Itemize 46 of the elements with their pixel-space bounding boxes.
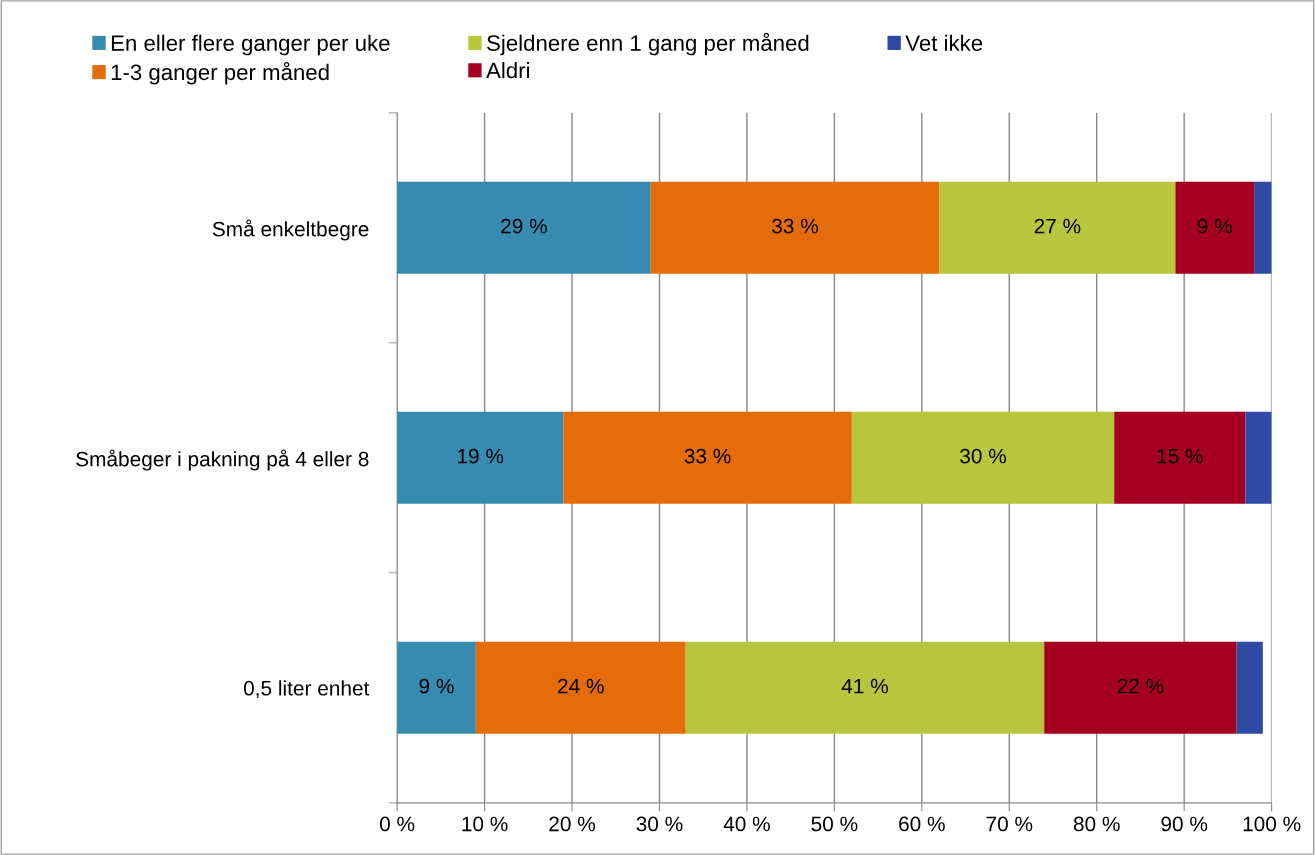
- x-tick-label: 90 %: [1161, 816, 1208, 832]
- x-tick-label: 60 %: [899, 816, 945, 832]
- x-tick-label: 10 %: [462, 816, 508, 832]
- data-label: 19 %: [458, 448, 504, 464]
- data-label: 9 %: [419, 678, 454, 694]
- data-label: 22 %: [1117, 678, 1164, 694]
- bar: [1254, 181, 1272, 274]
- bar: [650, 181, 940, 274]
- y-tick-label: Småbeger i pakning på 4 eller 8: [76, 449, 369, 471]
- bar: [475, 641, 686, 734]
- x-tick-label: 40 %: [723, 816, 770, 832]
- x-tick-label: 100 %: [1243, 816, 1301, 832]
- x-tick-label: 50 %: [811, 816, 858, 832]
- bar: [397, 641, 476, 734]
- data-label: 29 %: [501, 218, 547, 234]
- bar: [1175, 181, 1255, 274]
- x-tick-label: 20 %: [549, 816, 596, 832]
- legend-label: Vet ikke: [905, 34, 983, 51]
- y-tick-label: 0,5 liter enhet: [243, 680, 370, 699]
- bar: [685, 641, 1045, 734]
- bar: [851, 411, 1115, 504]
- x-tick-label: 30 %: [636, 816, 683, 832]
- bar: [939, 181, 1176, 274]
- bar: [1114, 411, 1246, 504]
- x-tick-label: 80 %: [1073, 816, 1120, 832]
- x-tick-label: 70 %: [986, 816, 1033, 832]
- data-label: 33 %: [772, 218, 819, 234]
- legend-label: 1-3 ganger per måned: [111, 62, 329, 85]
- bar: [1236, 641, 1263, 734]
- legend-label: En eller flere ganger per uke: [111, 34, 390, 56]
- data-label: 33 %: [684, 448, 731, 464]
- data-label: 27 %: [1034, 218, 1081, 234]
- bar: [397, 181, 651, 274]
- bar: [397, 411, 564, 504]
- data-label: 41 %: [841, 678, 888, 694]
- y-tick-label: Små enkeltbegre: [212, 219, 369, 241]
- data-label: 15 %: [1157, 448, 1203, 464]
- bar: [563, 411, 852, 504]
- data-label: 9 %: [1197, 218, 1232, 234]
- bar: [1044, 641, 1237, 734]
- legend-label: Sjeldnere enn 1 gang per måned: [487, 32, 809, 56]
- legend-label: Aldri: [486, 62, 530, 79]
- data-label: 24 %: [558, 678, 604, 694]
- bar: [1245, 411, 1272, 504]
- x-tick-label: 0 %: [379, 816, 415, 832]
- data-label: 30 %: [960, 448, 1007, 464]
